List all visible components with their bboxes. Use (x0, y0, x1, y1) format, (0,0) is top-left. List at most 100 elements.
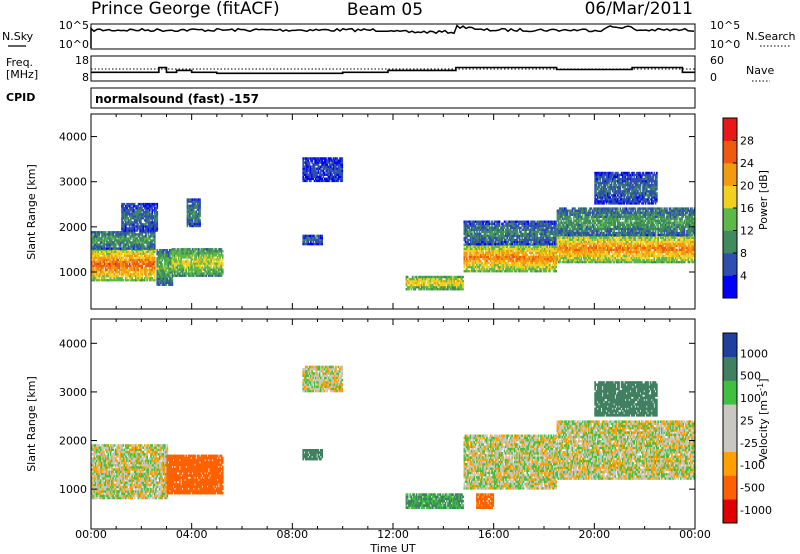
scatter-cell (166, 251, 169, 254)
scatter-cell (156, 253, 159, 256)
scatter-cell (145, 250, 147, 253)
scatter-cell (340, 159, 342, 162)
scatter-cell (468, 257, 471, 261)
scatter-cell (127, 250, 130, 253)
scatter-cell (127, 254, 130, 257)
scatter-cell (133, 209, 136, 212)
scatter-cell (551, 242, 554, 246)
scatter-cell (523, 242, 526, 246)
scatter-cell (91, 264, 93, 268)
scatter-cell (549, 224, 551, 227)
scatter-cell (106, 250, 108, 253)
scatter-cell (200, 260, 203, 263)
scatter-cell (150, 231, 152, 234)
scatter-cell (198, 274, 200, 277)
scatter-cell (125, 243, 127, 246)
scatter-cell (469, 259, 472, 263)
scatter-cell (574, 246, 576, 250)
scatter-cell (472, 265, 474, 269)
scatter-cell (525, 236, 527, 240)
scatter-cell (486, 255, 488, 259)
scatter-cell (313, 171, 316, 174)
scatter-cell (466, 226, 468, 229)
scatter-cell (108, 243, 111, 246)
scatter-cell (206, 250, 209, 253)
scatter-cell (191, 252, 194, 255)
scatter-cell (146, 247, 149, 250)
scatter-cell (330, 159, 332, 162)
scatter-cell (549, 236, 551, 240)
scatter-cell (94, 247, 97, 250)
scatter-cell (206, 264, 209, 267)
scatter-cell (477, 232, 479, 236)
scatter-cell (128, 207, 131, 210)
scatter-cell (424, 279, 427, 283)
scatter-cell (530, 224, 532, 227)
scatter-cell (492, 232, 495, 236)
scatter-cell (135, 243, 137, 246)
scatter-cell (320, 173, 322, 176)
scatter-cell (103, 239, 106, 242)
scatter-cell (93, 260, 96, 264)
scatter-cell (141, 277, 143, 280)
scatter-cell (515, 263, 517, 267)
scatter-cell (187, 250, 190, 253)
scatter-cell (522, 270, 525, 273)
scatter-cell (161, 281, 164, 284)
scatter-cell (122, 239, 125, 242)
scatter-cell (103, 245, 106, 248)
scatter-cell (430, 277, 433, 281)
scatter-cell (102, 233, 104, 236)
scatter-cell (497, 251, 500, 255)
scatter-cell (536, 251, 539, 255)
scatter-cell (406, 288, 409, 291)
scatter-cell (518, 255, 521, 259)
scatter-cell (109, 266, 112, 270)
scatter-cell (126, 254, 128, 257)
scatter-cell (221, 268, 224, 271)
scatter-cell (97, 274, 99, 278)
scatter-cell (121, 250, 123, 253)
scatter-cell (497, 220, 500, 223)
scatter-cell (483, 226, 486, 229)
scatter-cell (153, 225, 156, 228)
scatter-cell (151, 225, 154, 228)
scatter-cell (498, 228, 501, 232)
scatter-cell (171, 250, 174, 253)
scatter-cell (192, 272, 195, 275)
scatter-cell (99, 237, 102, 240)
scatter-cell (473, 253, 476, 257)
scatter-cell (311, 238, 313, 242)
scatter-cell (341, 159, 344, 162)
scatter-cell (92, 277, 94, 280)
scatter-cell (312, 236, 315, 240)
scatter-cell (567, 258, 570, 262)
scatter-cell (467, 224, 469, 227)
scatter-cell (152, 209, 155, 212)
scatter-cell (421, 283, 424, 287)
scatter-cell (541, 230, 544, 234)
scatter-cell (486, 222, 488, 225)
scatter-cell (481, 245, 483, 248)
scatter-cell (151, 264, 154, 268)
scatter-cell (311, 165, 313, 168)
scatter-cell (162, 255, 165, 258)
scatter-cell (526, 270, 529, 273)
scatter-cell (457, 283, 459, 287)
scatter-cell (507, 232, 510, 236)
scatter-cell (338, 169, 341, 172)
scatter-cell (189, 274, 191, 277)
scatter-cell (556, 238, 559, 241)
scatter-cell (487, 249, 490, 252)
scatter-cell (126, 221, 128, 224)
scatter-cell (172, 262, 175, 265)
scatter-cell (113, 277, 116, 280)
scatter-cell (103, 254, 106, 257)
scatter-cell (477, 270, 479, 273)
scatter-cell (518, 222, 521, 225)
scatter-cell (140, 247, 142, 250)
scatter-cell (104, 264, 107, 268)
scatter-cell (181, 264, 184, 267)
scatter-cell (330, 163, 332, 166)
scatter-cell (132, 235, 135, 238)
